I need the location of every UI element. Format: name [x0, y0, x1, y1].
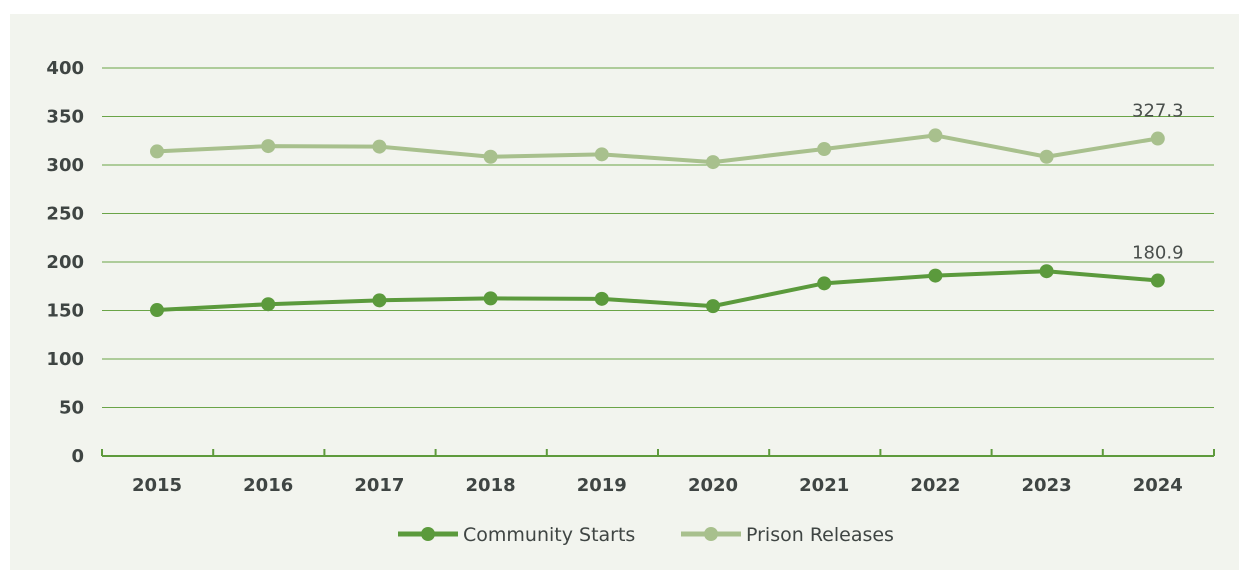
legend-label: Prison Releases	[746, 524, 894, 546]
data-point	[1039, 264, 1054, 279]
series-line-0	[156, 269, 1158, 313]
data-point	[594, 147, 609, 162]
data-label: 327.3	[1132, 101, 1184, 122]
x-tick-label: 2024	[1133, 475, 1183, 496]
data-point	[372, 139, 387, 154]
y-tick-label: 350	[46, 107, 84, 128]
y-tick-label: 200	[46, 252, 84, 273]
data-point	[483, 149, 498, 164]
legend-swatch-marker	[421, 527, 435, 541]
legend-label: Community Starts	[463, 524, 635, 546]
data-point	[817, 141, 832, 156]
y-tick-label: 100	[46, 349, 84, 370]
data-point	[1039, 149, 1054, 164]
data-point	[261, 139, 276, 154]
x-tick-label: 2016	[243, 475, 293, 496]
series-line-1	[156, 133, 1159, 165]
data-point	[706, 299, 720, 314]
data-point	[594, 291, 609, 306]
data-point	[372, 293, 387, 308]
x-tick-label: 2019	[577, 475, 627, 496]
chart-panel	[10, 14, 1239, 570]
x-tick-label: 2022	[910, 475, 960, 496]
data-point	[928, 128, 943, 143]
y-tick-label: 0	[71, 446, 84, 467]
y-tick-label: 400	[46, 58, 84, 79]
data-point	[928, 268, 943, 283]
data-point	[150, 144, 164, 159]
data-point	[261, 297, 276, 312]
data-point	[150, 303, 164, 318]
x-tick-label: 2018	[466, 475, 516, 496]
x-tick-label: 2021	[799, 475, 849, 496]
data-point	[1150, 131, 1165, 146]
x-tick-label: 2020	[688, 475, 738, 496]
x-tick-label: 2015	[132, 475, 182, 496]
y-tick-label: 300	[46, 155, 84, 176]
x-tick-label: 2023	[1022, 475, 1072, 496]
x-tick-label: 2017	[354, 475, 404, 496]
data-point	[706, 155, 720, 170]
y-tick-label: 50	[59, 398, 84, 419]
data-point	[817, 276, 832, 291]
y-tick-label: 250	[46, 204, 84, 225]
y-tick-label: 150	[46, 301, 84, 322]
data-point	[1150, 273, 1165, 288]
data-point	[483, 291, 498, 306]
legend-swatch-marker	[704, 527, 718, 541]
data-label: 180.9	[1132, 243, 1184, 264]
